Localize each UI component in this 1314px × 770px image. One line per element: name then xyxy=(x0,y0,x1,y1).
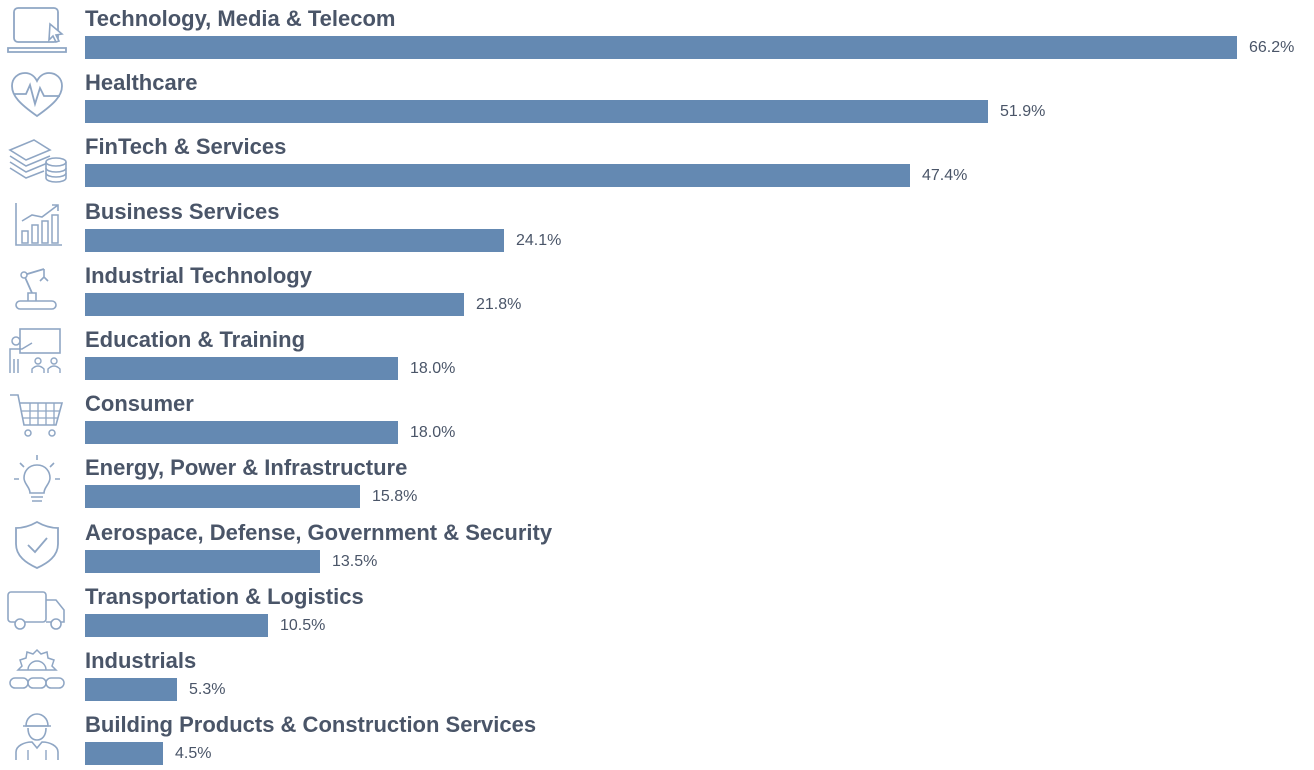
chart-row: Business Services 24.1% xyxy=(0,193,1314,257)
category-label: Building Products & Construction Service… xyxy=(85,712,537,738)
chart-row: Industrials 5.3% xyxy=(0,642,1314,706)
construction-worker-icon xyxy=(6,710,68,762)
chart-row: FinTech & Services 47.4% xyxy=(0,128,1314,192)
value-label: 15.8% xyxy=(372,488,418,506)
gear-chain-icon xyxy=(6,646,68,698)
bar xyxy=(85,36,1237,59)
value-label: 66.2% xyxy=(1249,39,1295,56)
category-label: Industrials xyxy=(85,648,197,673)
value-label: 51.9% xyxy=(1000,103,1046,121)
chart-row: Healthcare 51.9% xyxy=(0,64,1314,128)
category-label: Consumer xyxy=(85,391,194,417)
chart-row: Transportation & Logistics 10.5% xyxy=(0,578,1314,642)
category-label: Energy, Power & Infrastructure xyxy=(85,455,408,481)
chart-row: Education & Training 18.0% xyxy=(0,321,1314,385)
shopping-cart-icon xyxy=(6,389,68,441)
category-label: FinTech & Services xyxy=(85,134,287,160)
lightbulb-icon xyxy=(6,453,68,505)
bar xyxy=(85,164,910,188)
bar xyxy=(85,678,177,701)
bar xyxy=(85,357,398,380)
category-label: Technology, Media & Telecom xyxy=(85,6,396,31)
bar xyxy=(85,485,360,509)
chart-row: Energy, Power & Infrastructure 15.8% xyxy=(0,449,1314,513)
delivery-truck-icon xyxy=(6,582,68,634)
value-label: 24.1% xyxy=(516,231,562,249)
category-label: Aerospace, Defense, Government & Securit… xyxy=(85,519,553,545)
laptop-cursor-icon xyxy=(6,4,68,56)
chart-row: Consumer 18.0% xyxy=(0,385,1314,449)
heart-pulse-icon xyxy=(6,68,68,120)
value-label: 18.0% xyxy=(410,360,456,377)
bar xyxy=(85,742,163,766)
value-label: 47.4% xyxy=(922,167,968,185)
chart-row: Industrial Technology 21.8% xyxy=(0,257,1314,321)
chart-row: Aerospace, Defense, Government & Securit… xyxy=(0,514,1314,578)
value-label: 4.5% xyxy=(175,745,212,763)
bar xyxy=(85,292,464,316)
category-label: Industrial Technology xyxy=(85,262,312,288)
bar xyxy=(85,549,320,573)
robot-arm-icon xyxy=(6,261,68,313)
value-label: 21.8% xyxy=(476,295,522,313)
category-label: Transportation & Logistics xyxy=(85,583,364,609)
money-coins-icon xyxy=(6,132,68,184)
value-label: 10.5% xyxy=(280,616,326,634)
bar xyxy=(85,228,504,252)
value-label: 13.5% xyxy=(332,552,378,570)
chart-row: Building Products & Construction Service… xyxy=(0,706,1314,770)
shield-check-icon xyxy=(6,518,68,570)
classroom-icon xyxy=(6,325,68,377)
chart-row: Technology, Media & Telecom 66.2% xyxy=(0,0,1314,64)
category-label: Business Services xyxy=(85,198,280,224)
growth-chart-icon xyxy=(6,197,68,249)
category-label: Healthcare xyxy=(85,70,198,96)
bar xyxy=(85,100,988,124)
bar xyxy=(85,613,268,637)
bar xyxy=(85,421,398,445)
value-label: 18.0% xyxy=(410,424,456,442)
category-label: Education & Training xyxy=(85,327,306,352)
value-label: 5.3% xyxy=(189,681,226,698)
